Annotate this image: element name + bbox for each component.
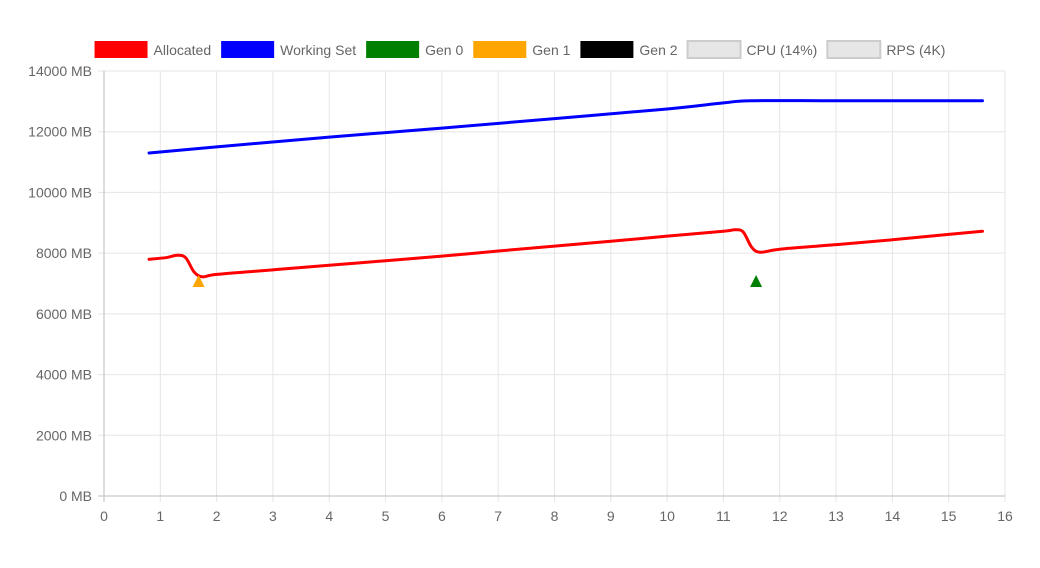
y-tick-label: 0 MB: [59, 488, 92, 504]
legend-swatch: [221, 41, 275, 58]
legend-item-gen-2[interactable]: Gen 2: [580, 41, 678, 58]
x-tick-label: 1: [156, 508, 164, 524]
y-tick-label: 8000 MB: [36, 245, 92, 261]
series-line-allocated: [147, 228, 984, 279]
x-tick-label: 5: [382, 508, 390, 524]
x-tick-label: 12: [772, 508, 788, 524]
x-tick-label: 14: [885, 508, 901, 524]
x-tick-label: 11: [716, 508, 731, 524]
legend-label: Gen 2: [639, 42, 677, 58]
y-tick-label: 12000 MB: [28, 124, 92, 140]
y-tick-label: 4000 MB: [36, 367, 92, 383]
legend-swatch: [580, 41, 634, 58]
legend-label: Allocated: [154, 42, 212, 58]
legend-label: Working Set: [280, 42, 356, 58]
x-tick-label: 0: [100, 508, 108, 524]
y-tick-label: 6000 MB: [36, 306, 92, 322]
legend-swatch: [94, 41, 148, 58]
legend-label: Gen 0: [425, 42, 463, 58]
x-tick-label: 3: [269, 508, 277, 524]
legend-item-working-set[interactable]: Working Set: [221, 41, 356, 58]
y-tick-label: 10000 MB: [28, 184, 92, 200]
legend-swatch: [686, 40, 742, 59]
gc-marker-gen-0: [750, 274, 763, 287]
x-tick-label: 9: [607, 508, 615, 524]
x-tick-label: 7: [494, 508, 502, 524]
legend-item-rps-4k[interactable]: RPS (4K): [826, 40, 945, 59]
x-tick-label: 15: [941, 508, 957, 524]
legend-label: CPU (14%): [747, 42, 818, 58]
x-tick-label: 6: [438, 508, 446, 524]
x-tick-label: 2: [213, 508, 221, 524]
y-tick-label: 14000 MB: [28, 63, 92, 79]
x-tick-label: 13: [828, 508, 844, 524]
legend-swatch: [826, 40, 882, 59]
series-line-working-set: [147, 99, 984, 155]
legend-item-gen-0[interactable]: Gen 0: [366, 41, 463, 58]
gc-markers: [192, 274, 763, 287]
legend-label: RPS (4K): [886, 42, 945, 58]
series-lines: [147, 99, 984, 279]
y-tick-label: 2000 MB: [36, 427, 92, 443]
legend-item-gen-1[interactable]: Gen 1: [473, 41, 571, 58]
x-tick-label: 16: [997, 508, 1013, 524]
x-tick-label: 10: [659, 508, 675, 524]
x-tick-label: 8: [551, 508, 559, 524]
gc-marker-gen-1: [192, 274, 205, 287]
legend-swatch: [473, 41, 527, 58]
x-tick-label: 4: [325, 508, 333, 524]
legend-swatch: [366, 41, 420, 58]
grid: [98, 70, 1006, 502]
legend-label: Gen 1: [532, 42, 570, 58]
legend-item-cpu-14[interactable]: CPU (14%): [686, 40, 818, 59]
legend-item-allocated[interactable]: Allocated: [94, 41, 212, 58]
legend: Allocated Working Set Gen 0 Gen 1 Gen 2 CPU (…: [94, 40, 945, 59]
